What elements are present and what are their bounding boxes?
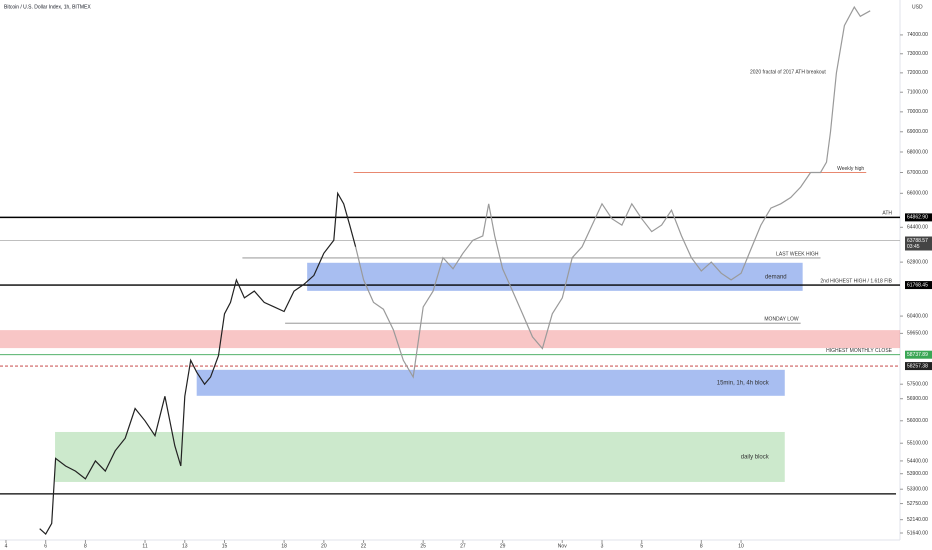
price-tag	[905, 362, 932, 371]
x-tick-label: 20	[321, 543, 327, 549]
x-tick-label: 5	[640, 543, 643, 549]
x-tick-label: 25	[420, 543, 426, 549]
x-tick-label: 10	[738, 543, 744, 549]
annotation: 2020 fractal of 2017 ATH breakout	[750, 69, 826, 75]
chart-title: Bitcoin / U.S. Dollar Index, 1h, BITMEX	[4, 4, 91, 10]
level-note: 2nd HIGHEST HIGH / 1.618 FIB	[820, 278, 892, 284]
level-note: HIGHEST MONTHLY CLOSE	[826, 348, 893, 354]
zone	[196, 369, 785, 396]
zone	[0, 330, 900, 349]
y-tick-label: 53900.00	[907, 471, 928, 477]
price-line	[355, 5, 871, 379]
price-tag	[905, 236, 932, 251]
x-tick-label: 22	[361, 543, 367, 549]
price-line	[39, 191, 357, 536]
y-tick-label: 67000.00	[907, 170, 928, 176]
price-tag	[905, 350, 932, 359]
price-tag-label: 63788.57	[907, 238, 928, 244]
level-note: Weekly high	[837, 166, 864, 172]
zone-label: 15min, 1h, 4h block	[717, 380, 770, 386]
x-tick-label: 27	[460, 543, 466, 549]
x-tick-label: 11	[142, 543, 147, 549]
y-tick-label: 73000.00	[907, 51, 928, 57]
x-tick-label: 29	[500, 543, 506, 549]
y-tick-label: 62800.00	[907, 259, 928, 265]
y-tick-label: 59650.00	[907, 331, 928, 337]
y-tick-label: 51640.00	[907, 530, 928, 536]
price-tag-label: 58737.89	[907, 352, 928, 358]
x-tick-label: 3	[601, 543, 604, 549]
y-tick-label: 69000.00	[907, 129, 928, 135]
x-tick-label: 4	[5, 543, 8, 549]
zone	[55, 431, 785, 482]
y-tick-label: 60400.00	[907, 313, 928, 319]
zone-label: demand	[765, 274, 787, 280]
price-tag-sublabel: 03:45	[907, 244, 920, 250]
level-note: ATH	[882, 211, 892, 217]
y-tick-label: 54400.00	[907, 458, 928, 464]
x-tick-label: 8	[84, 543, 87, 549]
y-tick-label: 56000.00	[907, 418, 928, 424]
price-tag-label: 58257.38	[907, 363, 928, 369]
zone-label: daily block	[741, 455, 770, 461]
y-tick-label: 70000.00	[907, 109, 928, 115]
y-tick-label: 68000.00	[907, 149, 928, 155]
y-unit: USD	[912, 4, 923, 10]
x-tick-label: 8	[700, 543, 703, 549]
y-tick-label: 53300.00	[907, 487, 928, 493]
level-note: LAST WEEK HIGH	[776, 251, 819, 257]
y-tick-label: 57500.00	[907, 382, 928, 388]
x-tick-label: 18	[281, 543, 287, 549]
y-tick-label: 74000.00	[907, 32, 928, 38]
y-tick-label: 55100.00	[907, 441, 928, 447]
y-tick-label: 52750.00	[907, 501, 928, 507]
price-tag	[905, 281, 932, 290]
price-tag-label: 61768.45	[907, 282, 928, 288]
level-note: MONDAY LOW	[764, 317, 799, 323]
x-tick-label: 15	[222, 543, 228, 549]
y-tick-label: 71000.00	[907, 90, 928, 96]
price-tag-label: 64862.90	[907, 215, 928, 221]
price-tag	[905, 213, 932, 222]
y-tick-label: 66000.00	[907, 191, 928, 197]
x-tick-label: 13	[182, 543, 188, 549]
y-tick-label: 52140.00	[907, 517, 928, 523]
x-tick-label: 6	[44, 543, 47, 549]
y-tick-label: 64400.00	[907, 225, 928, 231]
y-tick-label: 56900.00	[907, 396, 928, 402]
y-tick-label: 72000.00	[907, 70, 928, 76]
zone	[307, 262, 803, 291]
x-tick-label: Nov	[558, 543, 567, 549]
